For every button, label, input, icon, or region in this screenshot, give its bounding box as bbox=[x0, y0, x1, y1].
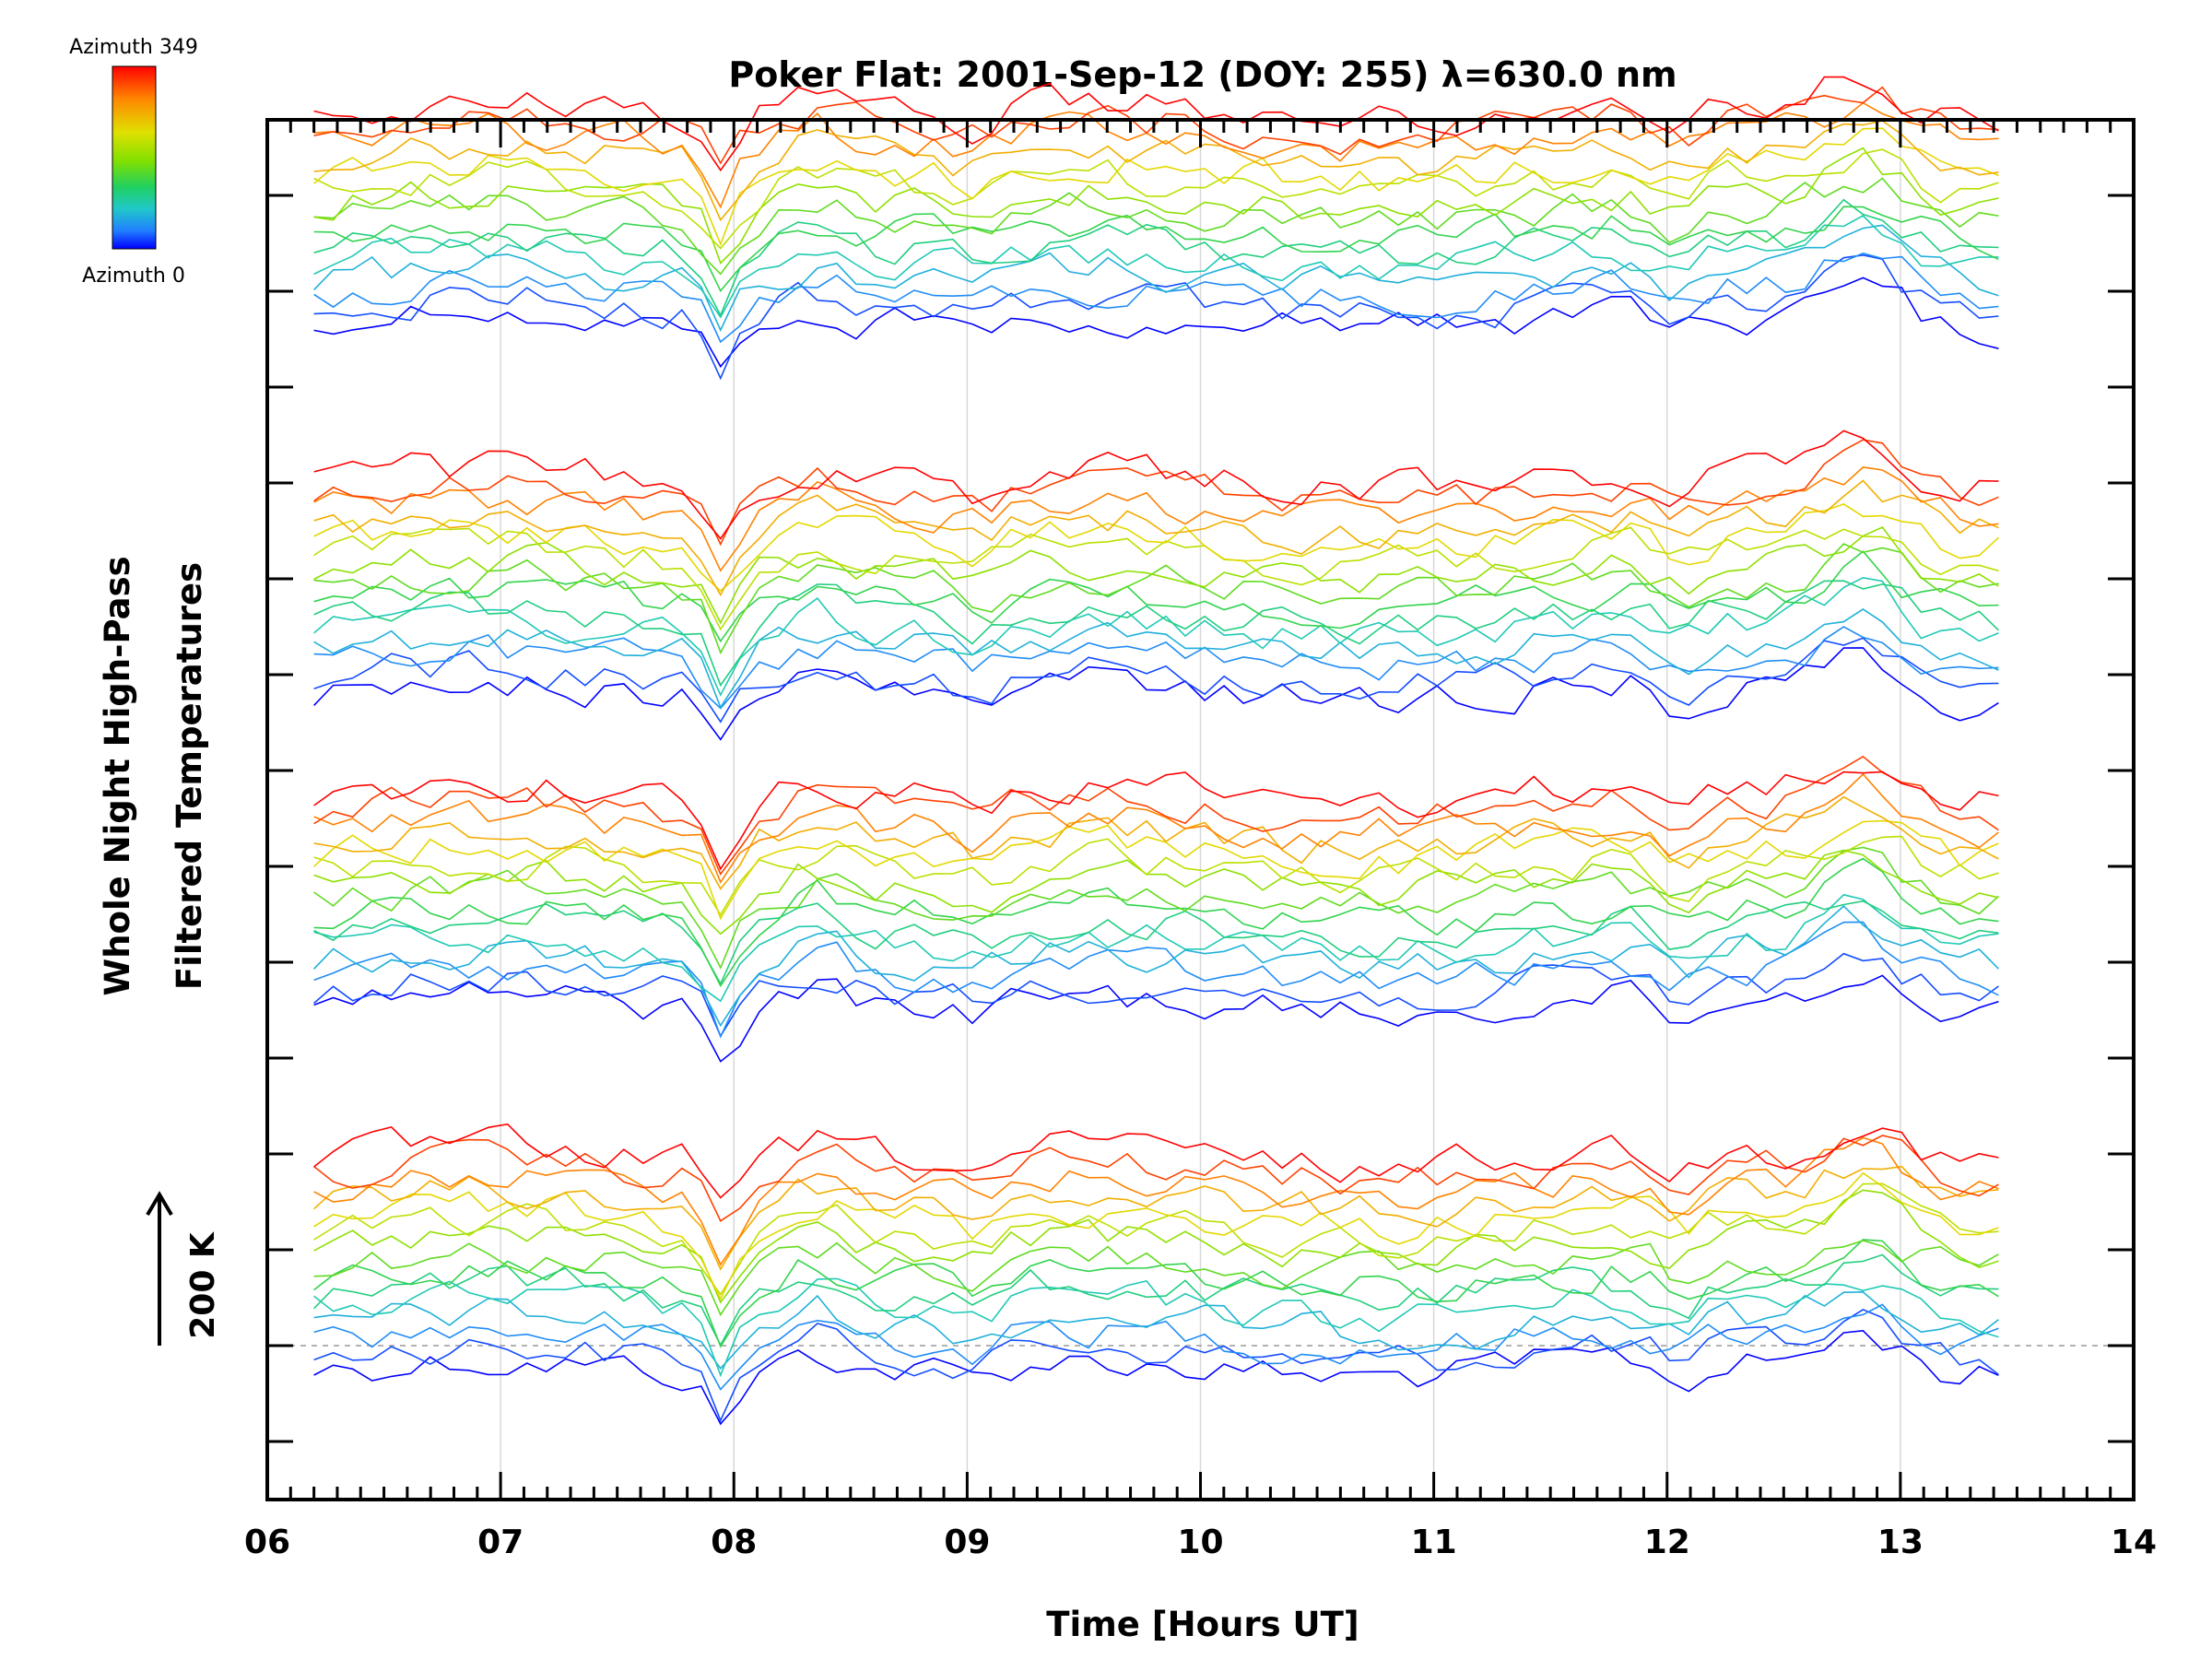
series-line-azimuth-175-band-3 bbox=[313, 543, 1999, 655]
series-line-azimuth-0-band-2 bbox=[313, 974, 1999, 1063]
series-line-azimuth-324-band-3 bbox=[313, 439, 1999, 547]
colorbar-bottom-label: Azimuth 0 bbox=[82, 265, 185, 288]
series-line-azimuth-0-band-3 bbox=[313, 647, 1999, 741]
series-line-azimuth-75-band-2 bbox=[313, 905, 1999, 1028]
x-tick-label: 12 bbox=[1644, 1524, 1690, 1561]
scale-bar: 200 K bbox=[146, 1191, 222, 1346]
series-line-azimuth-349-band-1 bbox=[313, 1123, 1999, 1199]
series-line-azimuth-175-band-1 bbox=[313, 1240, 1999, 1317]
series-line-azimuth-175-band-4 bbox=[313, 177, 1999, 276]
series-line-azimuth-25-band-1 bbox=[313, 1309, 1999, 1423]
series-line-azimuth-125-band-4 bbox=[313, 198, 1999, 317]
colorbar bbox=[112, 65, 157, 250]
series-line-azimuth-75-band-3 bbox=[313, 608, 1999, 710]
y-axis-label-line1: Whole Night High-Pass bbox=[98, 556, 137, 995]
series-line-azimuth-75-band-4 bbox=[313, 224, 1999, 333]
series-line-azimuth-274-band-1 bbox=[313, 1165, 1999, 1271]
series-line-azimuth-199-band-4 bbox=[313, 147, 1999, 265]
series-line-azimuth-25-band-4 bbox=[313, 253, 1999, 381]
series-line-azimuth-0-band-4 bbox=[313, 276, 1999, 369]
series-line-azimuth-224-band-2 bbox=[313, 835, 1999, 917]
series-line-azimuth-125-band-3 bbox=[313, 580, 1999, 688]
series-line-azimuth-349-band-4 bbox=[313, 76, 1999, 172]
x-tick-label: 07 bbox=[477, 1524, 524, 1561]
series-line-azimuth-349-band-2 bbox=[313, 771, 1999, 871]
series-line-azimuth-224-band-3 bbox=[313, 526, 1999, 631]
series-line-azimuth-249-band-4 bbox=[313, 127, 1999, 247]
scale-bar-arrow-head bbox=[146, 1191, 173, 1217]
series-line-azimuth-349-band-3 bbox=[313, 429, 1999, 540]
series-line-azimuth-0-band-1 bbox=[313, 1329, 1999, 1426]
series-line-azimuth-274-band-3 bbox=[313, 479, 1999, 597]
series-line-azimuth-224-band-1 bbox=[313, 1182, 1999, 1296]
series-line-azimuth-175-band-2 bbox=[313, 846, 1999, 970]
series-line-azimuth-299-band-2 bbox=[313, 772, 1999, 884]
series-line-azimuth-100-band-1 bbox=[313, 1277, 1999, 1378]
series-line-azimuth-150-band-2 bbox=[313, 857, 1999, 988]
series-line-azimuth-50-band-4 bbox=[313, 253, 1999, 344]
series-line-azimuth-299-band-1 bbox=[313, 1136, 1999, 1266]
series-line-azimuth-50-band-3 bbox=[313, 626, 1999, 710]
series-line-azimuth-324-band-2 bbox=[313, 755, 1999, 876]
x-tick-label: 13 bbox=[1877, 1524, 1924, 1561]
series-line-azimuth-224-band-4 bbox=[313, 148, 1999, 250]
series-layer bbox=[313, 76, 1999, 1426]
series-line-azimuth-299-band-3 bbox=[313, 466, 1999, 572]
series-line-azimuth-25-band-2 bbox=[313, 952, 1999, 1038]
series-line-azimuth-274-band-2 bbox=[313, 795, 1999, 890]
x-axis-label: Time [Hours UT] bbox=[1046, 1605, 1359, 1644]
series-line-azimuth-150-band-4 bbox=[313, 206, 1999, 293]
series-line-azimuth-199-band-2 bbox=[313, 849, 1999, 935]
series-line-azimuth-100-band-3 bbox=[313, 576, 1999, 697]
x-tick-label: 10 bbox=[1177, 1524, 1223, 1561]
series-line-azimuth-249-band-1 bbox=[313, 1171, 1999, 1301]
series-line-azimuth-150-band-3 bbox=[313, 550, 1999, 643]
x-tick-label: 14 bbox=[2111, 1524, 2157, 1561]
x-tick-label: 08 bbox=[711, 1524, 757, 1561]
x-tick-label: 11 bbox=[1411, 1524, 1457, 1561]
series-line-azimuth-50-band-2 bbox=[313, 921, 1999, 1039]
series-line-azimuth-25-band-3 bbox=[313, 637, 1999, 724]
series-line-azimuth-249-band-2 bbox=[313, 819, 1999, 921]
series-line-azimuth-274-band-4 bbox=[313, 120, 1999, 222]
series-line-azimuth-125-band-2 bbox=[313, 900, 1999, 986]
x-tick-label: 09 bbox=[944, 1524, 990, 1561]
scale-bar-label: 200 K bbox=[184, 1231, 222, 1339]
series-line-azimuth-199-band-3 bbox=[313, 526, 1999, 625]
axes: 06 07 08 09 10 11 12 13 14 bbox=[244, 118, 2157, 1561]
series-line-azimuth-50-band-1 bbox=[313, 1303, 1999, 1391]
series-line-azimuth-324-band-1 bbox=[313, 1135, 1999, 1222]
series-line-azimuth-75-band-1 bbox=[313, 1290, 1999, 1371]
series-line-azimuth-125-band-1 bbox=[313, 1253, 1999, 1347]
chart-title: Poker Flat: 2001-Sep-12 (DOY: 255) λ=630… bbox=[728, 54, 1677, 95]
x-tick-label: 06 bbox=[244, 1524, 290, 1561]
colorbar-top-label: Azimuth 349 bbox=[69, 36, 198, 59]
series-line-azimuth-249-band-3 bbox=[313, 503, 1999, 593]
series-line-azimuth-199-band-1 bbox=[313, 1189, 1999, 1304]
series-line-azimuth-150-band-1 bbox=[313, 1239, 1999, 1348]
series-line-azimuth-100-band-2 bbox=[313, 893, 1999, 1003]
series-line-azimuth-100-band-4 bbox=[313, 215, 1999, 319]
y-axis-label-line2: Filtered Temperatures bbox=[170, 562, 209, 990]
